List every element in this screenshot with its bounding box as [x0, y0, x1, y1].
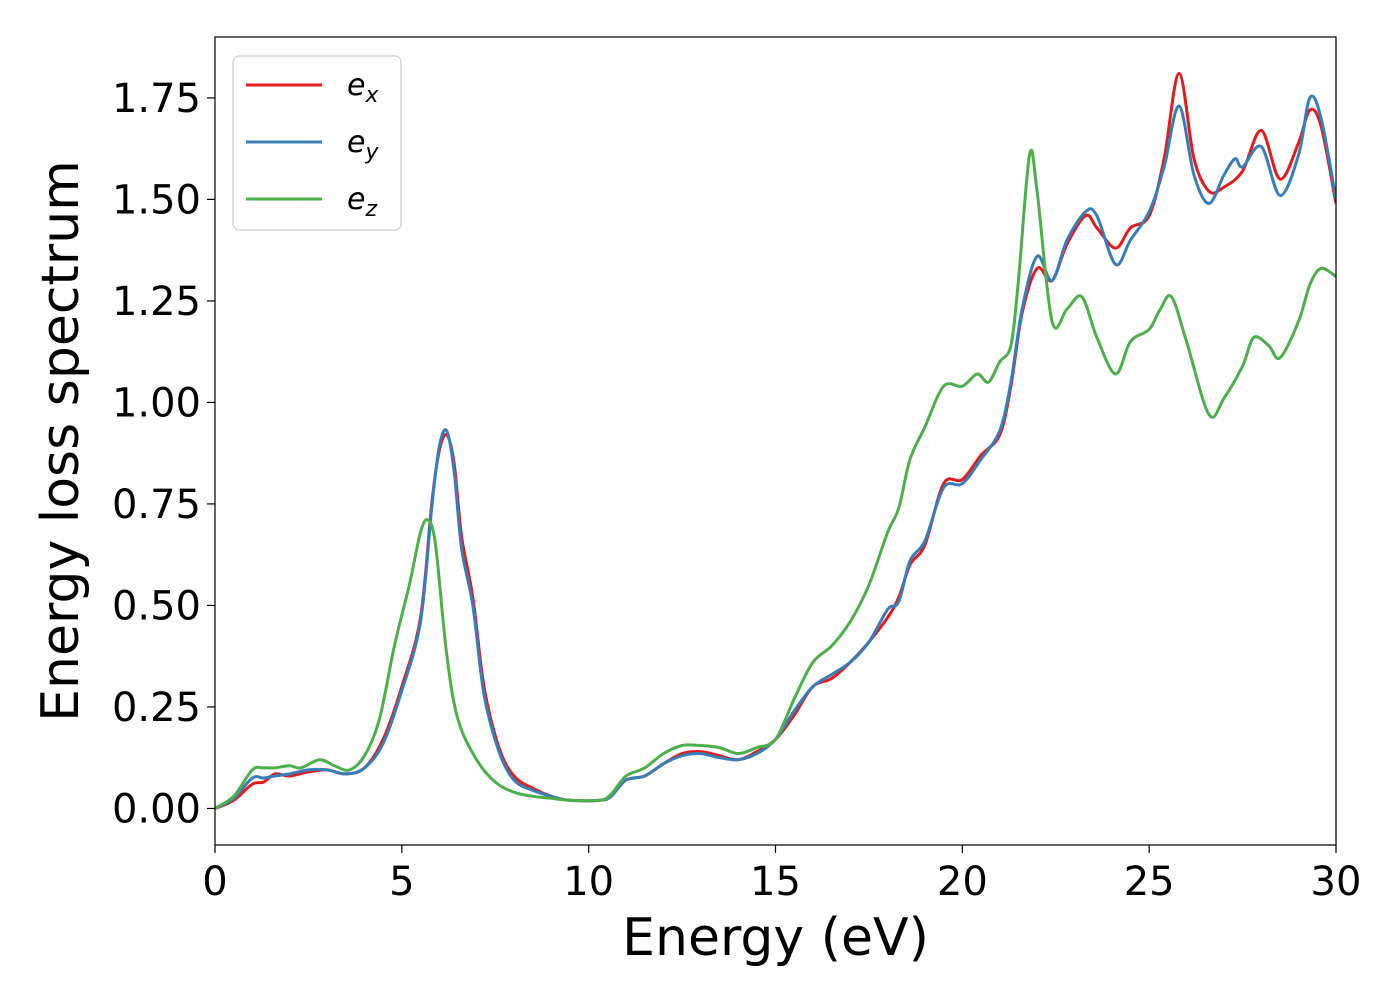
y-tick-label: 0.00 — [112, 786, 201, 832]
y-tick-label: 1.75 — [112, 76, 201, 122]
series-layer — [215, 72, 1336, 810]
x-tick-label: 30 — [1311, 859, 1362, 905]
series-line-ez — [215, 148, 1336, 810]
legend-label-ey: ey — [347, 125, 379, 165]
y-tick-label: 0.50 — [112, 583, 201, 629]
x-tick-label: 0 — [202, 859, 227, 905]
x-tick-label: 20 — [937, 859, 988, 905]
legend-label-ez: ez — [347, 182, 377, 222]
y-axis-ticks: 0.00 0.25 0.50 0.75 1.00 1.25 1.50 1.75 — [112, 76, 215, 832]
y-tick-label: 0.75 — [112, 482, 201, 528]
y-tick-label: 1.00 — [112, 380, 201, 426]
x-tick-label: 10 — [563, 859, 614, 905]
legend: ex ey ez — [232, 55, 402, 231]
x-tick-label: 5 — [389, 859, 414, 905]
y-tick-label: 1.25 — [112, 279, 201, 325]
y-tick-label: 0.25 — [112, 685, 201, 731]
legend-label-ex: ex — [347, 68, 379, 108]
x-tick-label: 25 — [1124, 859, 1175, 905]
y-axis-label: Energy loss spectrum — [31, 160, 91, 722]
x-tick-label: 15 — [750, 859, 801, 905]
y-tick-label: 1.50 — [112, 177, 201, 223]
x-axis-label: Energy (eV) — [622, 908, 929, 968]
x-axis-ticks: 0 5 10 15 20 25 30 — [202, 845, 1361, 905]
